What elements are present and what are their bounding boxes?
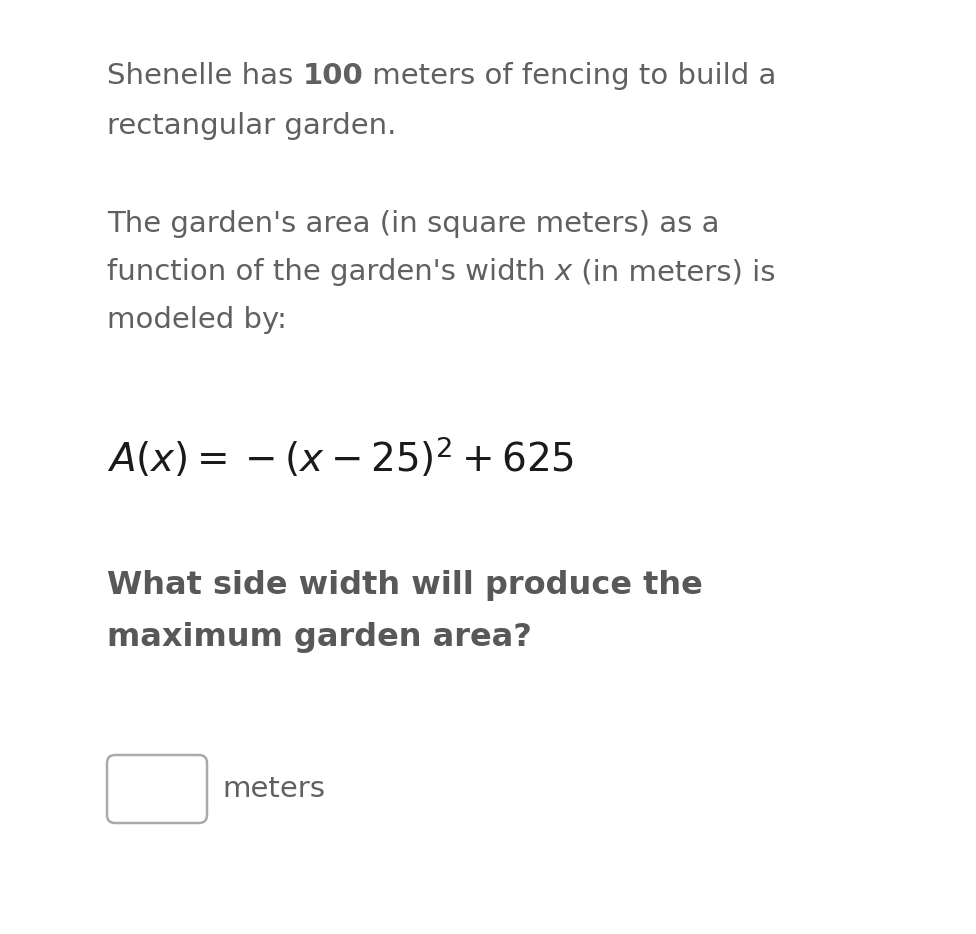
FancyBboxPatch shape bbox=[107, 755, 207, 823]
Text: What side width will produce the: What side width will produce the bbox=[107, 570, 703, 601]
Text: x: x bbox=[555, 258, 572, 286]
Text: $A(x) = -(x - 25)^{2} + 625$: $A(x) = -(x - 25)^{2} + 625$ bbox=[107, 435, 574, 480]
Text: The garden's area (in square meters) as a: The garden's area (in square meters) as … bbox=[107, 210, 719, 238]
Text: meters of fencing to build a: meters of fencing to build a bbox=[363, 62, 777, 90]
Text: maximum garden area?: maximum garden area? bbox=[107, 622, 532, 653]
Text: Shenelle has: Shenelle has bbox=[107, 62, 303, 90]
Text: meters: meters bbox=[222, 775, 325, 803]
Text: function of the garden's width: function of the garden's width bbox=[107, 258, 555, 286]
Text: (in meters) is: (in meters) is bbox=[572, 258, 776, 286]
Text: rectangular garden.: rectangular garden. bbox=[107, 112, 396, 140]
Text: 100: 100 bbox=[303, 62, 363, 90]
Text: modeled by:: modeled by: bbox=[107, 306, 287, 334]
